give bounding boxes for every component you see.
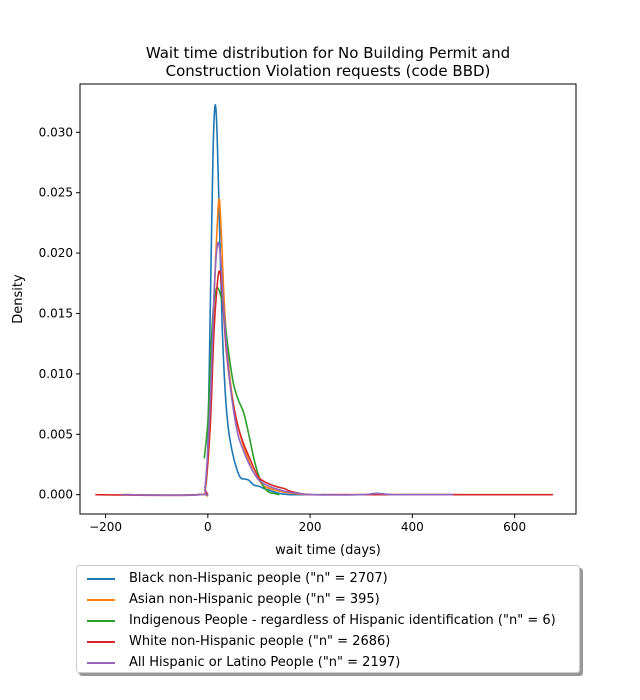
y-tick-label: 0.030 <box>39 125 73 139</box>
legend-item: All Hispanic or Latino People ("n" = 219… <box>77 652 579 673</box>
density-chart: Wait time distribution for No Building P… <box>11 44 577 558</box>
y-tick-label: 0.025 <box>39 186 73 200</box>
y-tick-label: 0.015 <box>39 306 73 320</box>
chart-title-line-1: Wait time distribution for No Building P… <box>146 44 510 62</box>
series-line-0 <box>123 104 454 496</box>
axes-layer: −200 0 200 400 600 0.000 0.005 0.010 0.015 0.020 0… <box>39 125 526 534</box>
x-tick-label: 600 <box>503 520 526 534</box>
series-line-4 <box>120 241 454 497</box>
y-tick-label: 0.005 <box>39 427 73 441</box>
y-tick-label: 0.020 <box>39 246 73 260</box>
legend-swatch <box>87 577 115 580</box>
legend-item: Indigenous People - regardless of Hispan… <box>77 610 579 631</box>
legend-label: Asian non-Hispanic people ("n" = 395) <box>129 592 380 607</box>
legend-swatch <box>87 640 115 643</box>
series-line-2 <box>203 287 280 496</box>
legend-label: Black non-Hispanic people ("n" = 2707) <box>129 571 388 586</box>
series-layer <box>95 104 553 497</box>
legend-swatch <box>87 598 115 601</box>
legend-label: All Hispanic or Latino People ("n" = 219… <box>129 655 401 670</box>
legend: Black non-Hispanic people ("n" = 2707) As… <box>76 565 580 673</box>
series-line-3 <box>95 270 553 497</box>
x-tick-label: 0 <box>204 520 212 534</box>
legend-label: Indigenous People - regardless of Hispan… <box>129 613 556 628</box>
legend-item: White non-Hispanic people ("n" = 2686) <box>77 631 579 652</box>
series-line-1 <box>120 197 464 497</box>
y-tick-label: 0.000 <box>39 488 73 502</box>
legend-item: Asian non-Hispanic people ("n" = 395) <box>77 589 579 610</box>
legend-item: Black non-Hispanic people ("n" = 2707) <box>77 568 579 589</box>
x-tick-label: 200 <box>299 520 322 534</box>
y-axis-label: Density <box>11 274 26 324</box>
plot-frame <box>79 83 577 515</box>
y-tick-label: 0.010 <box>39 367 73 381</box>
x-tick-label: −200 <box>89 520 122 534</box>
legend-swatch <box>87 661 115 664</box>
x-axis-label: wait time (days) <box>275 543 381 558</box>
x-tick-label: 400 <box>401 520 424 534</box>
chart-title-line-2: Construction Violation requests (code BB… <box>166 62 491 80</box>
legend-swatch <box>87 619 115 622</box>
legend-label: White non-Hispanic people ("n" = 2686) <box>129 634 391 649</box>
